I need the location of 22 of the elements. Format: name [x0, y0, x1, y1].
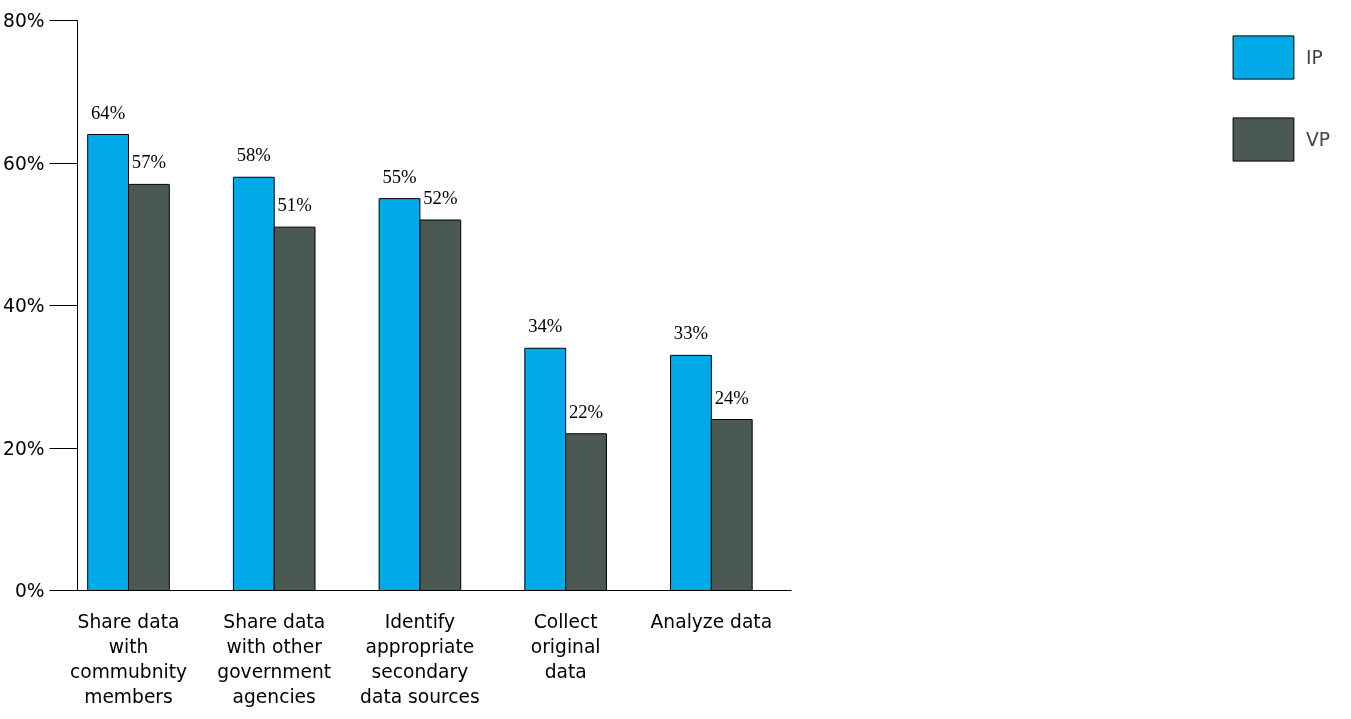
x-tick-label: Share data with other government agencies: [217, 610, 332, 708]
data-label: 57%: [131, 151, 166, 173]
y-tick-label: 40%: [3, 295, 45, 316]
x-tick-label: Identify appropriate secondary data sources: [360, 610, 480, 708]
y-tick-label: 0%: [14, 580, 45, 601]
data-label: 33%: [673, 322, 709, 344]
y-tick-label: 20%: [3, 437, 45, 459]
data-label: 55%: [382, 165, 417, 187]
data-label: 58%: [236, 144, 271, 166]
data-label: 64%: [91, 101, 126, 123]
data-label: 52%: [423, 187, 458, 208]
legend-label: VP: [1305, 128, 1330, 150]
data-label: 22%: [568, 400, 604, 422]
x-tick-label: Share data with commubnity members: [69, 610, 188, 708]
y-tick-label: 80%: [3, 10, 45, 31]
y-tick-label: 60%: [3, 152, 45, 174]
x-tick-label: Analyze data: [650, 610, 773, 632]
x-tick-label: Collect original data: [530, 610, 601, 682]
data-label: 24%: [714, 386, 749, 408]
legend-label: IP: [1305, 46, 1324, 68]
data-label: 51%: [277, 194, 312, 216]
data-label: 34%: [528, 315, 563, 337]
